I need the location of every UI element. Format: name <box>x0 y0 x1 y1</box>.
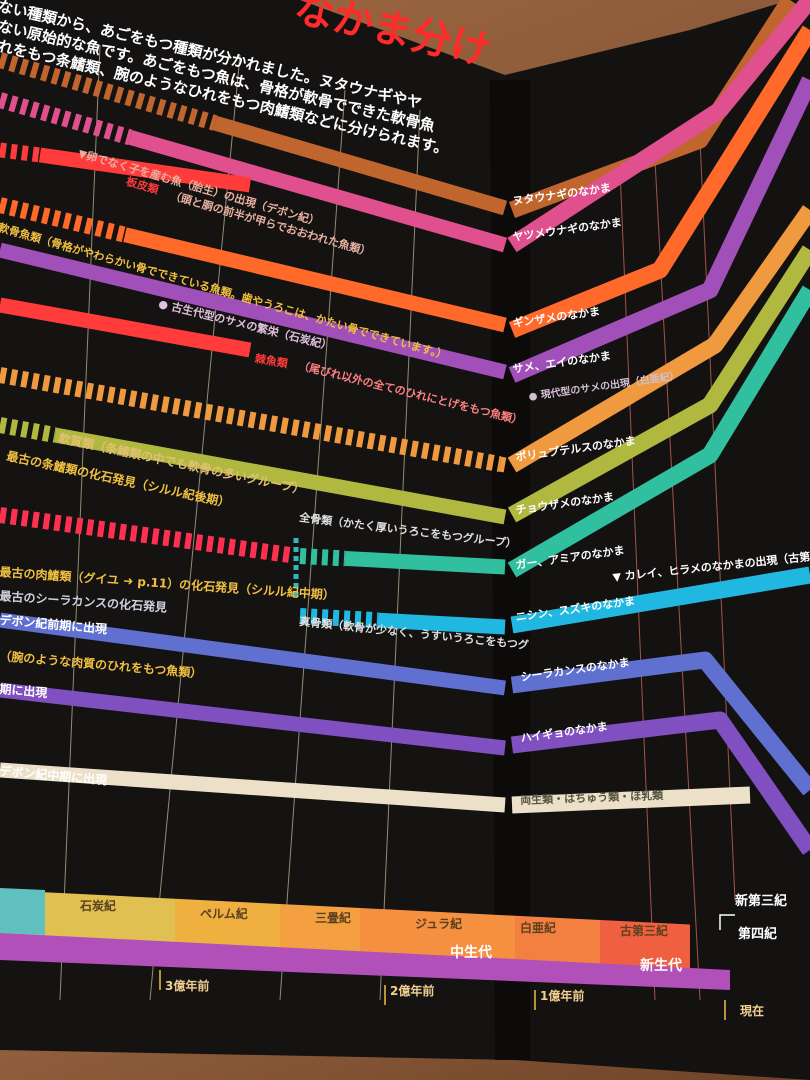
lineage-band-right <box>509 0 798 218</box>
lineage-band <box>212 115 508 216</box>
period-segment <box>175 898 280 949</box>
dashed-lineage-band <box>299 548 346 567</box>
period-segment <box>600 920 690 970</box>
era-label: 中生代 <box>450 945 492 961</box>
era-label: 新生代 <box>640 958 682 974</box>
period-segment <box>45 892 175 944</box>
period-label: ペルム紀 <box>200 907 248 921</box>
period-label: 石炭紀 <box>80 899 117 913</box>
lineage-band-right <box>508 25 810 338</box>
dashed-lineage-band <box>0 417 57 443</box>
lineage-band-right <box>511 786 751 814</box>
lineage-band <box>0 242 507 380</box>
period-segment <box>280 904 360 953</box>
grid-line <box>279 89 346 1001</box>
lineage-band-right <box>508 76 810 383</box>
era-bar <box>0 933 730 990</box>
lineage-band <box>0 762 506 813</box>
grid-line <box>619 169 656 1001</box>
time-tick-label: 現在 <box>740 1004 765 1018</box>
grid-line <box>654 159 701 1001</box>
lineage-band <box>127 130 508 253</box>
lineage-band-right <box>510 566 810 634</box>
period-segment <box>515 915 600 965</box>
dashed-lineage-band <box>0 52 218 131</box>
lineage-band <box>123 227 507 333</box>
lineage-band <box>377 612 506 635</box>
period-label: 白亜紀 <box>520 921 557 935</box>
actinopterygian-dashed-band <box>0 507 292 563</box>
lineage-band-right <box>510 711 810 855</box>
period-segment <box>360 908 515 961</box>
lineage-band-right <box>510 651 810 796</box>
placoderm-dashed-band <box>0 142 41 163</box>
lineage-band <box>0 612 507 696</box>
period-label: ジュラ紀 <box>415 917 463 931</box>
time-tick-label: 1億年前 <box>540 989 585 1003</box>
lineage-band <box>344 550 506 575</box>
period-label: 新第三紀 <box>735 894 788 909</box>
time-tick-label: 3億年前 <box>165 979 210 993</box>
lineage-band-right <box>507 285 810 578</box>
dashed-lineage-band <box>0 92 133 146</box>
acanthodian-band <box>0 297 252 358</box>
lineage-band <box>53 427 507 525</box>
lineage-band <box>0 682 506 756</box>
neogene-pointer <box>719 914 735 930</box>
lineage-band-right <box>507 0 810 253</box>
period-label: 第四紀 <box>738 927 778 942</box>
grid-line <box>149 54 241 1001</box>
lineage-band-right <box>507 245 810 523</box>
period-label: 古第三紀 <box>620 924 669 938</box>
devonian-segment <box>0 888 45 935</box>
lineage-band <box>498 456 507 473</box>
placoderm-band <box>38 147 252 193</box>
lineage-band-right <box>507 205 810 473</box>
dashed-lineage-band <box>299 608 379 629</box>
dashed-lineage-band <box>0 367 502 472</box>
period-label: 三畳紀 <box>315 911 352 925</box>
time-tick-label: 2億年前 <box>390 984 435 998</box>
grid-line <box>699 139 736 901</box>
